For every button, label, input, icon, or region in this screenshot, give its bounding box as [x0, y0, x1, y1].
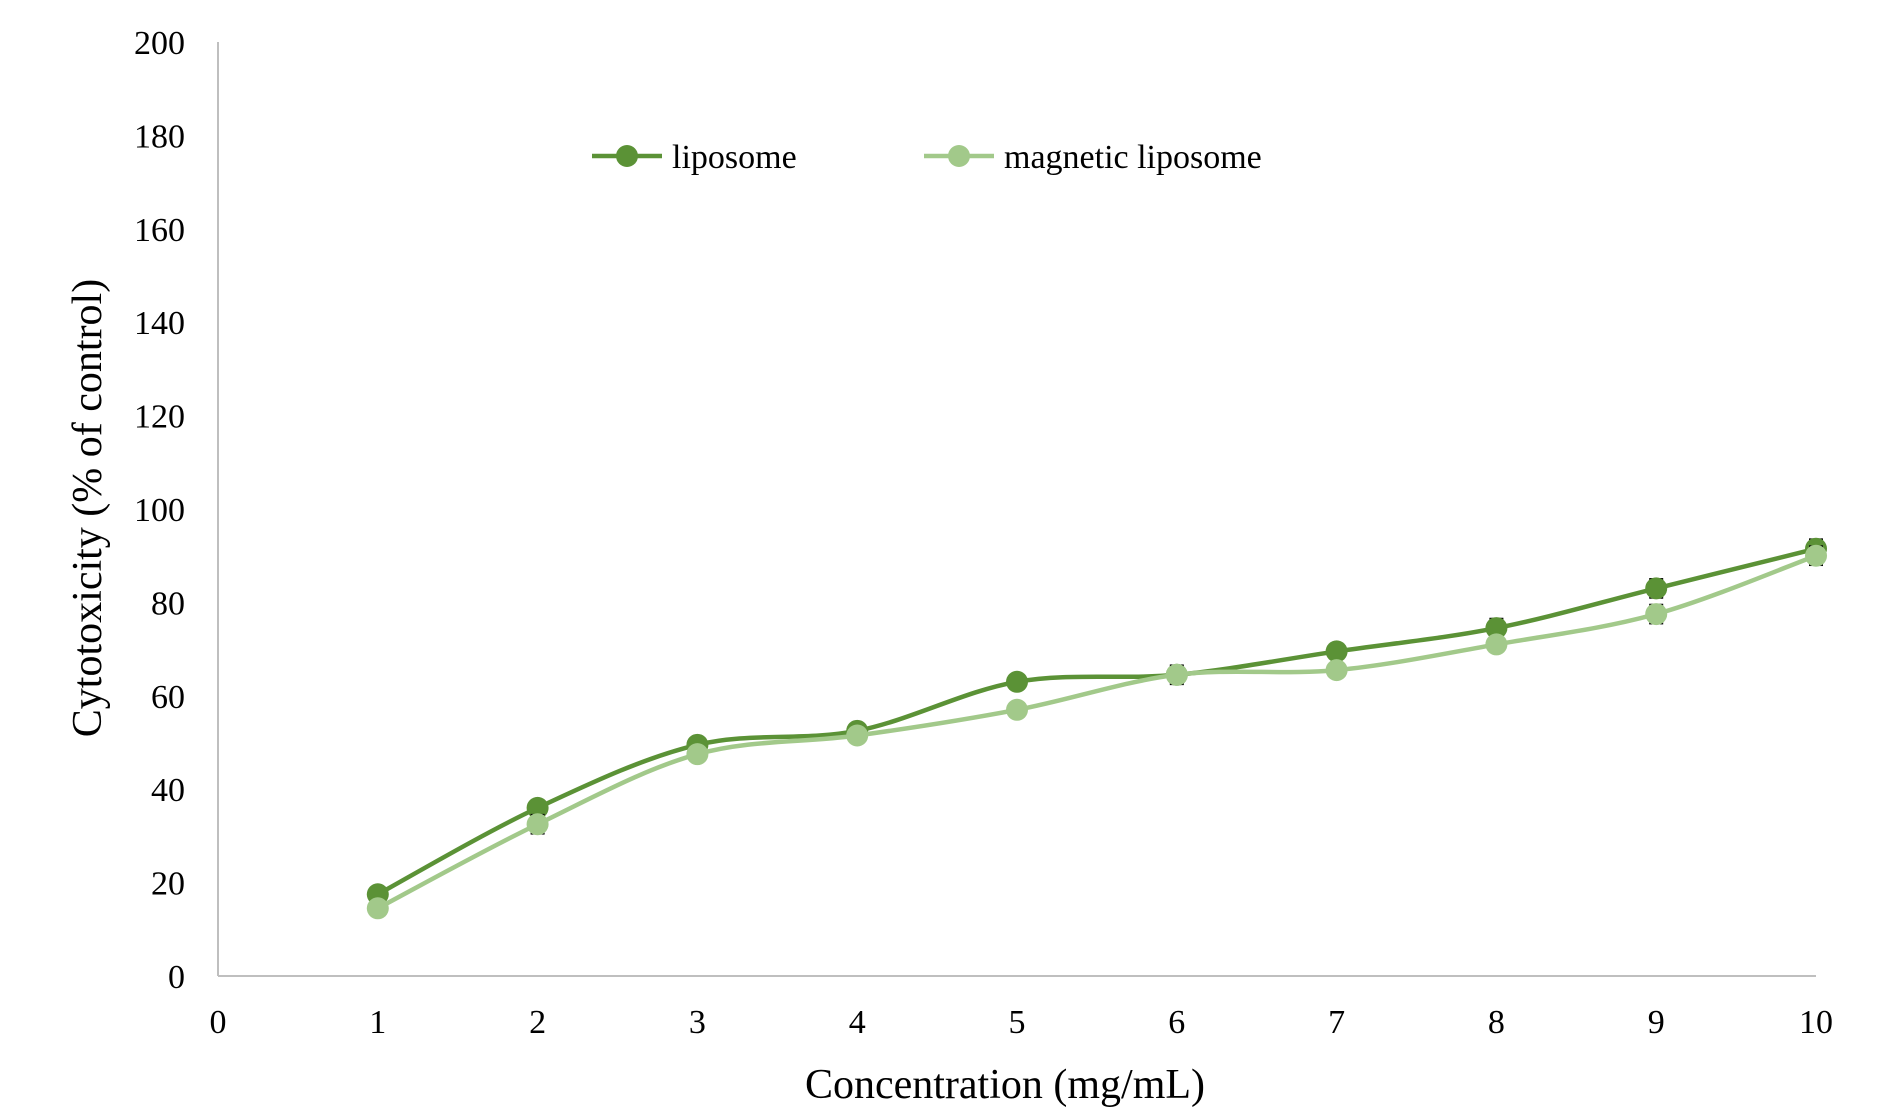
y-tick-label-200: 200	[134, 25, 185, 62]
y-tick-label-120: 120	[134, 399, 185, 436]
y-tick-labels: 0 20 40 60 80 100 120 140 160 180 200	[134, 25, 185, 996]
x-tick-label-5: 5	[1009, 1004, 1026, 1041]
data-point	[526, 813, 549, 836]
legend: liposome magnetic liposome	[592, 139, 1262, 176]
data-point	[366, 897, 389, 920]
data-point	[1485, 617, 1508, 640]
series-line	[376, 546, 1817, 897]
data-point	[526, 796, 549, 819]
series-liposome	[366, 537, 1827, 906]
legend-marker	[948, 145, 970, 167]
x-tick-label-4: 4	[849, 1004, 866, 1041]
y-axis-title: Cytotoxicity (% of control)	[65, 279, 111, 737]
legend-label: magnetic liposome	[1004, 139, 1262, 176]
y-tick-label-80: 80	[151, 585, 185, 622]
data-point	[1805, 544, 1827, 567]
y-tick-label-160: 160	[134, 212, 185, 249]
x-tick-label-6: 6	[1168, 1004, 1185, 1041]
x-tick-label-3: 3	[689, 1004, 706, 1041]
data-point	[1645, 577, 1668, 600]
data-point	[1325, 659, 1348, 682]
data-point	[686, 743, 709, 766]
legend-item-liposome: liposome	[592, 139, 797, 176]
data-point	[1325, 640, 1348, 663]
y-tick-label-60: 60	[151, 679, 185, 716]
y-axis: 0 20 40 60 80 100 120 140 160 180 200	[134, 25, 219, 996]
x-tick-label-10: 10	[1799, 1004, 1833, 1041]
x-axis: 0 1 2 3 4 5 6 7 8 9 10	[210, 975, 1834, 1041]
x-tick-label-0: 0	[210, 1004, 227, 1041]
data-point	[846, 724, 869, 747]
y-tick-label-140: 140	[134, 305, 185, 342]
y-tick-label-0: 0	[168, 959, 185, 996]
y-tick-label-40: 40	[151, 772, 185, 809]
legend-label: liposome	[672, 139, 797, 176]
x-tick-label-1: 1	[369, 1004, 386, 1041]
legend-marker	[616, 145, 638, 167]
data-point	[1165, 663, 1188, 686]
y-tick-label-20: 20	[151, 866, 185, 903]
x-tick-label-8: 8	[1488, 1004, 1505, 1041]
data-point	[1485, 633, 1508, 656]
x-axis-title: Concentration (mg/mL)	[805, 1062, 1205, 1108]
x-tick-labels: 0 1 2 3 4 5 6 7 8 9 10	[210, 1004, 1834, 1041]
series-layer	[366, 537, 1827, 920]
series-line	[376, 553, 1817, 911]
series-magnetic-liposome	[366, 544, 1827, 920]
x-tick-label-7: 7	[1328, 1004, 1345, 1041]
x-tick-label-2: 2	[529, 1004, 546, 1041]
y-tick-label-180: 180	[134, 118, 185, 155]
data-point	[1006, 698, 1028, 721]
legend-item-magnetic-liposome: magnetic liposome	[924, 139, 1262, 176]
data-point	[1006, 670, 1028, 693]
x-tick-label-9: 9	[1648, 1004, 1665, 1041]
data-point	[1645, 603, 1668, 626]
y-tick-label-100: 100	[134, 492, 185, 529]
